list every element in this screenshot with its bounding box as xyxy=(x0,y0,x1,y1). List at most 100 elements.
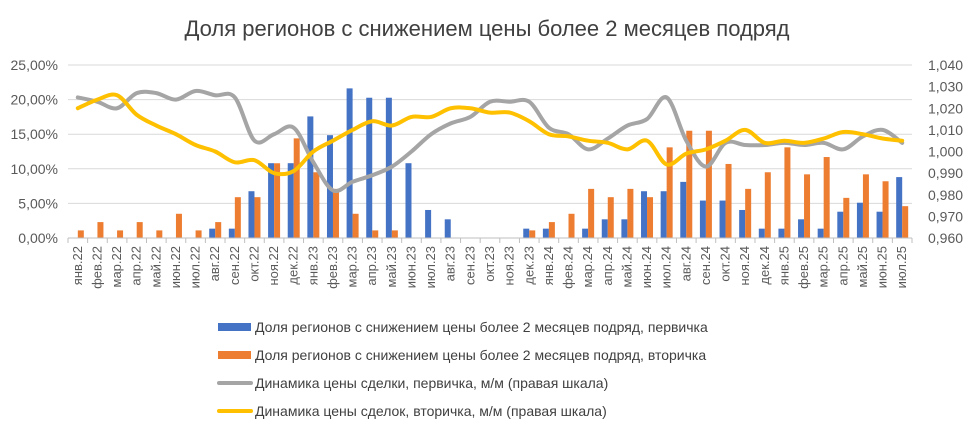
x-tick-label: дек.23 xyxy=(521,246,536,285)
x-tick-label: июн.24 xyxy=(639,246,654,288)
x-tick-label: дек.22 xyxy=(286,246,301,285)
legend-swatch xyxy=(218,323,251,331)
x-tick-label: июл.23 xyxy=(423,246,438,288)
bar-secondary xyxy=(372,230,379,238)
bar-primary xyxy=(778,228,785,238)
x-tick-label: окт.24 xyxy=(718,246,733,282)
x-tick-label: сен.24 xyxy=(698,246,713,285)
x-tick-label: фев.24 xyxy=(561,246,576,289)
bar-secondary xyxy=(607,197,614,238)
right-tick-label: 0,980 xyxy=(928,187,963,203)
x-tick-label: янв.24 xyxy=(541,246,556,285)
x-tick-label: авг.23 xyxy=(443,246,458,281)
bar-primary xyxy=(405,163,412,238)
bar-primary xyxy=(739,209,746,238)
legend-label: Доля регионов с снижением цены более 2 м… xyxy=(255,319,708,335)
x-tick-label: апр.25 xyxy=(835,246,850,286)
line-secondary-price xyxy=(75,92,905,177)
right-tick-label: 1,040 xyxy=(928,57,963,73)
bar-primary xyxy=(660,191,667,238)
right-tick-label: 0,990 xyxy=(928,165,963,181)
bar-primary xyxy=(758,228,765,238)
bar-secondary xyxy=(313,172,320,238)
x-tick-label: авг.24 xyxy=(678,246,693,281)
bar-primary xyxy=(680,181,687,238)
bar-secondary xyxy=(705,130,712,238)
x-tick-label: апр.22 xyxy=(129,246,144,286)
bar-secondary xyxy=(156,230,163,238)
bar-primary xyxy=(346,88,353,238)
left-tick-label: 20,00% xyxy=(11,92,58,108)
x-tick-label: ноя.22 xyxy=(266,246,281,286)
x-tick-label: сен.22 xyxy=(227,246,242,285)
x-tick-label: янв.23 xyxy=(305,246,320,285)
bar-primary xyxy=(856,202,863,238)
bar-primary xyxy=(228,228,235,238)
x-tick-label: май.22 xyxy=(148,246,163,288)
bar-secondary xyxy=(77,230,84,238)
bar-secondary xyxy=(764,172,771,238)
bar-secondary xyxy=(627,188,634,238)
bar-primary xyxy=(542,228,549,238)
x-tick-label: мар.23 xyxy=(345,246,360,287)
x-tick-label: фев.22 xyxy=(89,246,104,289)
bar-primary xyxy=(209,228,216,238)
x-tick-label: ноя.24 xyxy=(737,246,752,286)
bar-primary xyxy=(268,163,275,238)
x-tick-label: июл.22 xyxy=(188,246,203,288)
bar-primary xyxy=(582,228,589,238)
bar-secondary xyxy=(195,230,202,238)
bar-primary xyxy=(876,211,883,238)
bar-primary xyxy=(287,163,294,238)
left-tick-label: 15,00% xyxy=(11,126,58,142)
x-tick-label: авг.22 xyxy=(207,246,222,281)
x-tick-label: янв.22 xyxy=(70,246,85,285)
bar-secondary xyxy=(647,197,654,238)
left-tick-label: 5,00% xyxy=(18,195,58,211)
bar-secondary xyxy=(862,174,869,238)
legend-label: Динамика цены сделок, вторичка, м/м (пра… xyxy=(255,403,607,419)
x-tick-label: окт.22 xyxy=(246,246,261,282)
right-tick-label: 0,960 xyxy=(928,230,963,246)
bar-secondary xyxy=(215,222,222,238)
bar-primary xyxy=(307,116,314,238)
bar-secondary xyxy=(234,197,241,238)
bar-primary xyxy=(699,200,706,238)
bar-secondary xyxy=(117,230,124,238)
x-tick-label: фев.23 xyxy=(325,246,340,289)
bar-secondary xyxy=(274,163,281,238)
bar-secondary xyxy=(97,222,104,238)
bar-secondary xyxy=(332,188,339,238)
bar-secondary xyxy=(293,138,300,238)
x-tick-label: июн.22 xyxy=(168,246,183,288)
bar-secondary xyxy=(391,230,398,238)
bar-primary xyxy=(641,191,648,238)
bar-secondary xyxy=(725,163,732,238)
bar-secondary xyxy=(902,206,909,238)
x-tick-label: май.23 xyxy=(384,246,399,288)
bar-primary xyxy=(425,209,432,238)
right-tick-label: 0,970 xyxy=(928,208,963,224)
bar-primary xyxy=(601,219,608,238)
x-tick-label: мар.24 xyxy=(580,246,595,287)
legend-swatch xyxy=(218,351,251,359)
x-tick-label: апр.24 xyxy=(600,246,615,286)
x-tick-label: янв.25 xyxy=(776,246,791,285)
bar-secondary xyxy=(588,188,595,238)
bar-secondary xyxy=(745,188,752,238)
bar-secondary xyxy=(882,181,889,238)
left-tick-label: 10,00% xyxy=(11,161,58,177)
bar-secondary xyxy=(352,213,359,238)
x-tick-label: май.24 xyxy=(619,246,634,288)
left-tick-label: 0,00% xyxy=(18,230,58,246)
bar-secondary xyxy=(136,222,143,238)
bar-secondary xyxy=(548,222,555,238)
right-tick-label: 1,030 xyxy=(928,79,963,95)
right-tick-label: 1,010 xyxy=(928,122,963,138)
bar-primary xyxy=(366,97,373,238)
bar-secondary xyxy=(175,213,182,238)
bar-primary xyxy=(896,177,903,238)
right-tick-label: 1,000 xyxy=(928,144,963,160)
left-tick-label: 25,00% xyxy=(11,57,58,73)
